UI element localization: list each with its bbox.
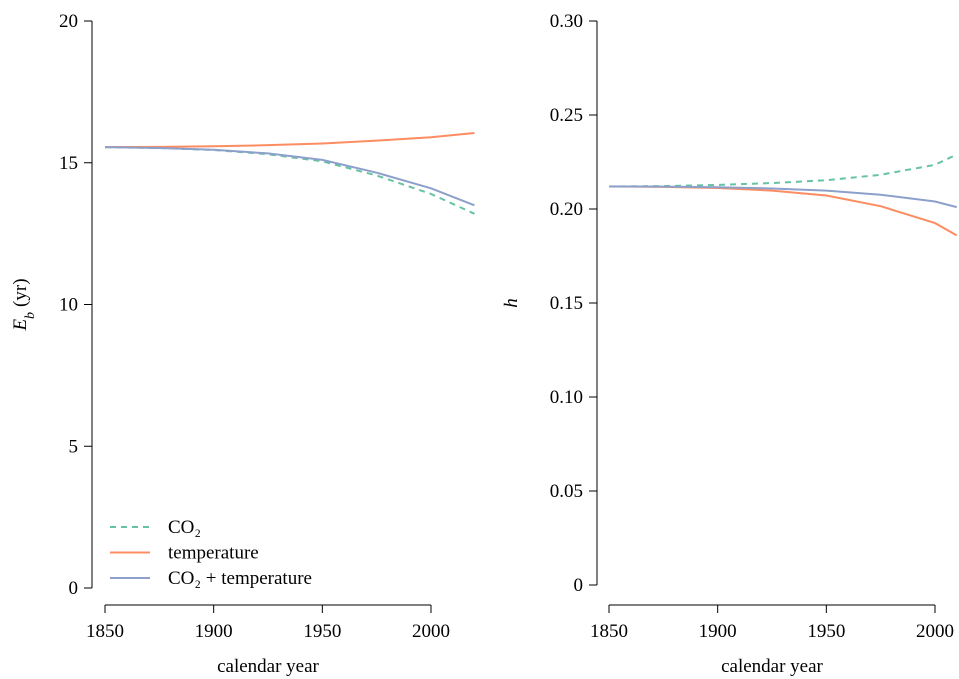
legend-label: CO₂ bbox=[168, 517, 201, 538]
legend-label: temperature bbox=[168, 543, 259, 564]
x-tick-label: 1950 bbox=[807, 621, 845, 642]
y-tick-label: 0.30 bbox=[550, 11, 583, 32]
x-tick-label: 1900 bbox=[699, 621, 737, 642]
y-tick-label: 5 bbox=[69, 436, 79, 457]
y-label-part: E bbox=[10, 319, 31, 332]
y-axis-label: h bbox=[501, 298, 522, 308]
legend-label: CO₂ + temperature bbox=[168, 568, 312, 589]
y-tick-label: 0.05 bbox=[550, 481, 583, 502]
x-axis-label: calendar year bbox=[217, 656, 319, 677]
y-tick-label: 0 bbox=[574, 575, 584, 596]
y-tick-label: 0.25 bbox=[550, 105, 583, 126]
x-tick-label: 1850 bbox=[590, 621, 628, 642]
y-tick-label: 0.15 bbox=[550, 293, 583, 314]
series-line bbox=[608, 185, 957, 209]
y-axis-label: Eb (yr) bbox=[10, 278, 38, 331]
y-tick-label: 0.10 bbox=[550, 387, 583, 408]
y-tick-label: 0 bbox=[69, 578, 79, 599]
y-label-part: b bbox=[23, 312, 38, 319]
y-tick-label: 15 bbox=[59, 153, 78, 174]
series-line bbox=[608, 153, 958, 188]
x-tick-label: 2000 bbox=[916, 621, 954, 642]
y-label-part: h bbox=[501, 298, 522, 308]
x-tick-label: 1950 bbox=[303, 621, 341, 642]
y-tick-label: 0.20 bbox=[550, 199, 583, 220]
y-label-part: (yr) bbox=[10, 278, 31, 306]
series-line bbox=[104, 146, 475, 215]
x-tick-label: 1850 bbox=[86, 621, 124, 642]
x-axis-label: calendar year bbox=[721, 656, 823, 677]
y-tick-label: 20 bbox=[59, 11, 78, 32]
series-line bbox=[608, 185, 958, 237]
x-tick-label: 1900 bbox=[195, 621, 233, 642]
x-tick-label: 2000 bbox=[412, 621, 450, 642]
series-line bbox=[104, 146, 475, 207]
series-line bbox=[104, 131, 475, 149]
y-tick-label: 10 bbox=[59, 295, 78, 316]
